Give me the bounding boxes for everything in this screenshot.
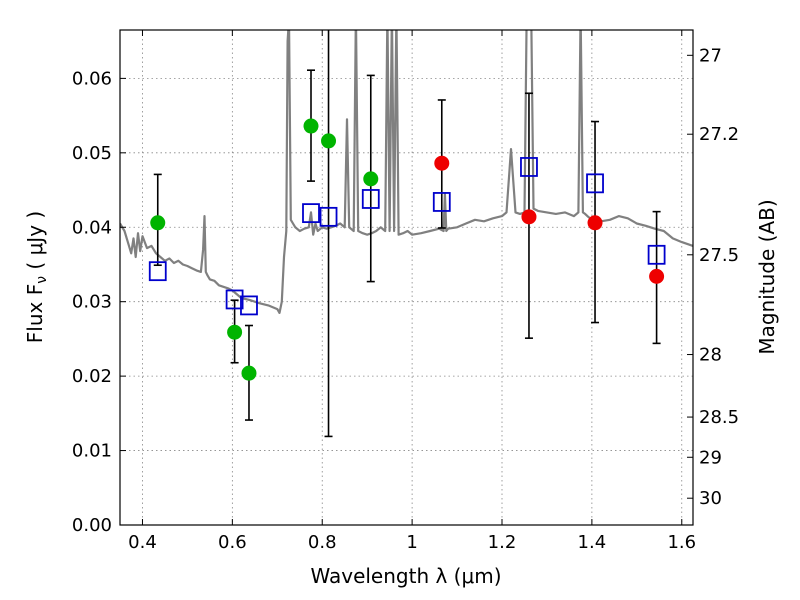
y-tick-label: 0.04 (72, 217, 112, 238)
model-square-point (647, 244, 666, 265)
data-points (148, 118, 666, 381)
tick-marks (120, 30, 693, 526)
green-data-point (303, 118, 319, 134)
x-tick-label: 0.4 (128, 532, 157, 553)
model-square-point (520, 157, 538, 177)
grid (120, 30, 693, 526)
red-data-point (434, 155, 450, 171)
x-tick-label: 0.8 (308, 532, 337, 553)
y-tick-label: 0.05 (72, 143, 112, 164)
model-square-point (148, 261, 167, 282)
error-bars (153, 30, 661, 438)
x-tick-label: 1.4 (578, 532, 607, 553)
right-tick-label: 27 (699, 45, 722, 66)
y-axis-label: Flux Fν ( μJy ) (23, 211, 50, 343)
green-data-point (321, 133, 337, 149)
x-tick-label: 1 (406, 532, 417, 553)
right-tick-label: 27.5 (699, 245, 739, 266)
right-tick-label: 30 (699, 488, 722, 509)
right-tick-label: 28.5 (699, 407, 739, 428)
green-data-point (150, 215, 166, 231)
y-tick-label: 0.03 (72, 292, 112, 313)
spectrum-series (120, 30, 693, 314)
plot-frame (119, 29, 694, 526)
model-square-point (586, 173, 604, 194)
y-tick-label: 0.06 (72, 68, 112, 89)
x-axis-label: Wavelength λ (μm) (310, 564, 501, 588)
green-data-point (241, 365, 257, 381)
y-tick-label: 0.02 (72, 366, 112, 387)
y-label-part: Flux F (23, 284, 47, 343)
model-square-point (432, 192, 451, 212)
y-tick-label: 0.00 (72, 515, 112, 536)
right-tick-label: 27.2 (699, 124, 739, 145)
model-square-point (361, 189, 380, 209)
x-tick-label: 1.2 (488, 532, 517, 553)
model-square-point (319, 206, 338, 227)
red-data-point (649, 268, 665, 284)
model-square-point (240, 295, 258, 316)
y-label-part: ( μJy ) (23, 211, 47, 276)
green-data-point (363, 171, 379, 187)
model-square-point (302, 203, 320, 224)
y-tick-label: 0.01 (72, 441, 112, 462)
spectrum-line (120, 30, 693, 314)
model-square-point (225, 289, 244, 310)
x-tick-label: 1.6 (667, 532, 696, 553)
y-label-part: ν (34, 276, 50, 284)
red-data-point (521, 209, 537, 225)
x-tick-label: 0.6 (218, 532, 247, 553)
red-data-point (587, 215, 603, 231)
right-axis-label: Magnitude (AB) (755, 199, 779, 354)
tick-labels: 0.4 0.6 0.8 1 1.2 1.4 1.6 0.00 0.01 0.02 0.03 0.04 0… (72, 45, 739, 553)
right-tick-label: 28 (699, 345, 722, 366)
right-tick-label: 29 (699, 447, 722, 468)
green-data-point (227, 324, 243, 340)
